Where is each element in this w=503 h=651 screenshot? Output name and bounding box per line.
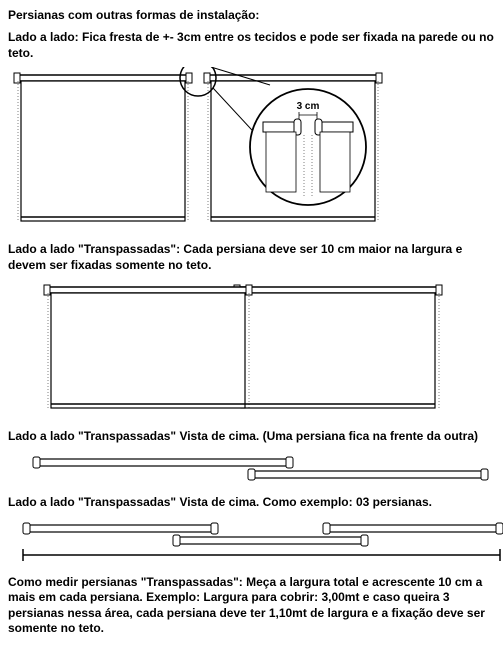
section2-desc: Lado a lado "Transpassadas": Cada persia… xyxy=(8,242,495,273)
diagram-topview-3 xyxy=(8,517,503,565)
section-side-by-side: Lado a lado: Fica fresta de +- 3cm entre… xyxy=(8,30,495,232)
page-title: Persianas com outras formas de instalaçã… xyxy=(8,8,495,22)
section4-desc: Lado a lado "Transpassadas" Vista de cim… xyxy=(8,495,495,511)
section1-desc: Lado a lado: Fica fresta de +- 3cm entre… xyxy=(8,30,495,61)
diagram-overlapped xyxy=(8,279,495,419)
section3-desc: Lado a lado "Transpassadas" Vista de cim… xyxy=(8,429,495,445)
diagram-topview-2 xyxy=(8,451,495,485)
section-topview-2: Lado a lado "Transpassadas" Vista de cim… xyxy=(8,429,495,485)
gap-label: 3 cm xyxy=(297,101,320,112)
section-topview-3: Lado a lado "Transpassadas" Vista de cim… xyxy=(8,495,495,565)
diagram-side-by-side: 3 cm xyxy=(8,67,495,232)
section-overlapped: Lado a lado "Transpassadas": Cada persia… xyxy=(8,242,495,419)
footer-text: Como medir persianas "Transpassadas": Me… xyxy=(8,575,495,637)
